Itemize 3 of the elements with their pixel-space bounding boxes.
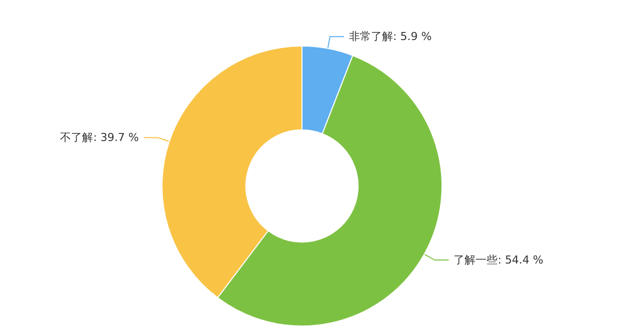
slice-label: 非常了解: 5.9 %: [349, 30, 432, 44]
slice-label: 了解一些: 54.4 %: [454, 254, 544, 267]
slice-label: 不了解: 39.7 %: [60, 131, 139, 144]
